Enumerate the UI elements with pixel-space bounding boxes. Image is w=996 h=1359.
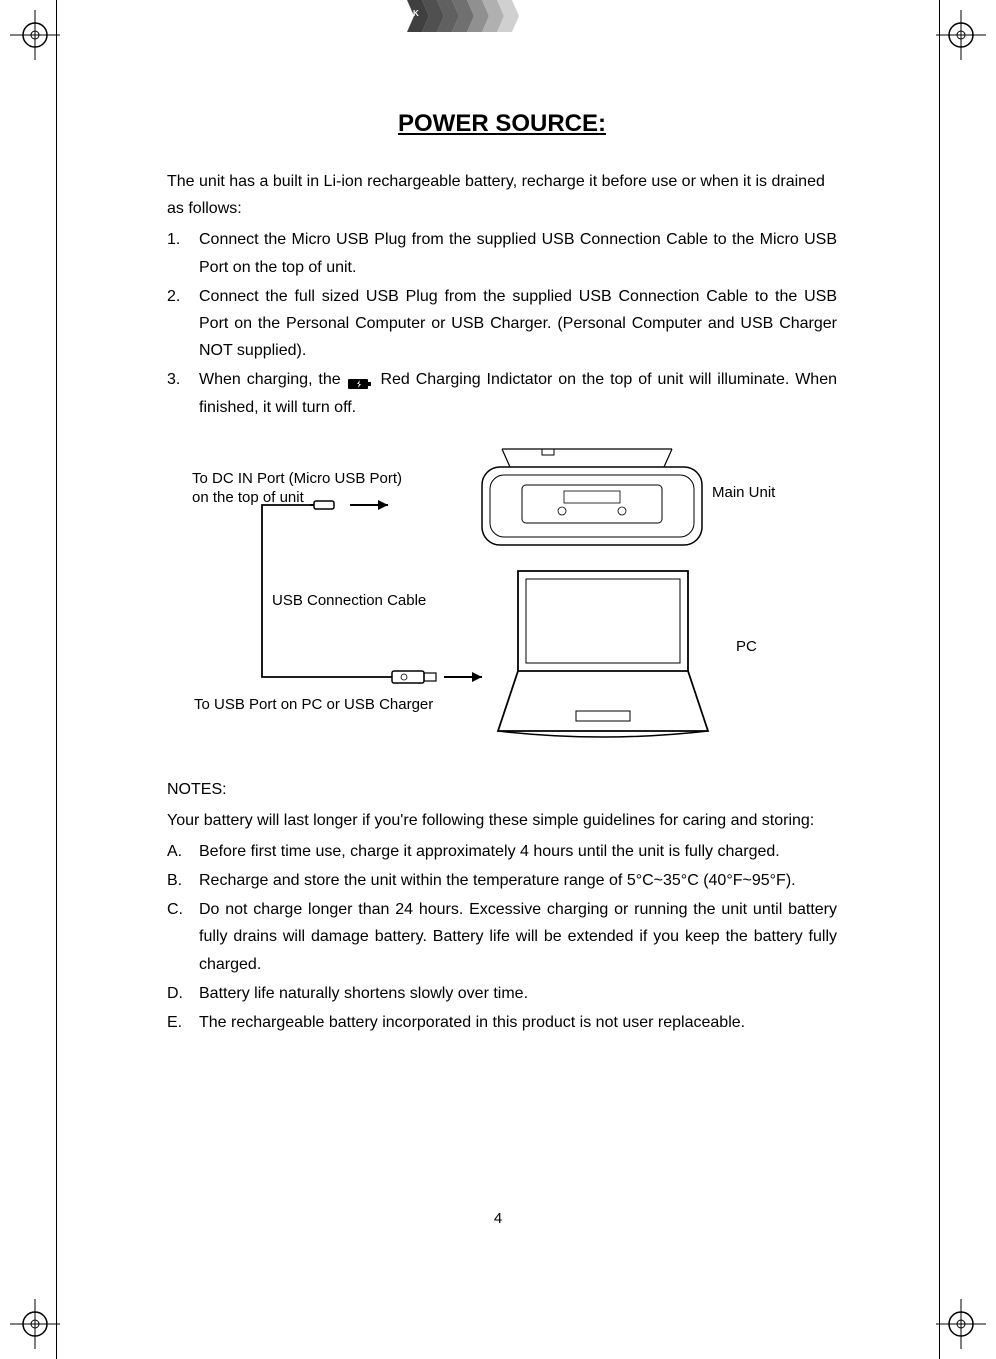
header-chevron-graphic: K xyxy=(407,0,527,32)
note-item: B. Recharge and store the unit within th… xyxy=(167,867,837,894)
step-number: 1. xyxy=(167,226,199,280)
right-trim-line xyxy=(939,0,940,1359)
step-text: Connect the full sized USB Plug from the… xyxy=(199,283,837,365)
crop-mark-br xyxy=(936,1299,986,1349)
main-unit-label: Main Unit xyxy=(712,483,775,503)
connection-diagram: To DC IN Port (Micro USB Port) on the to… xyxy=(182,441,822,741)
step-text-before: When charging, the xyxy=(199,371,347,388)
crop-mark-bl xyxy=(10,1299,60,1349)
step-item: 1. Connect the Micro USB Plug from the s… xyxy=(167,226,837,280)
page-title: POWER SOURCE: xyxy=(167,110,837,138)
note-letter: C. xyxy=(167,896,199,978)
note-text: Battery life naturally shortens slowly o… xyxy=(199,980,837,1007)
notes-list: A. Before first time use, charge it appr… xyxy=(167,838,837,1036)
notes-intro: Your battery will last longer if you're … xyxy=(167,807,837,834)
note-text: Do not charge longer than 24 hours. Exce… xyxy=(199,896,837,978)
svg-text:K: K xyxy=(413,9,419,18)
note-letter: A. xyxy=(167,838,199,865)
note-letter: E. xyxy=(167,1009,199,1036)
crop-mark-tl xyxy=(10,10,60,60)
page-number: 4 xyxy=(0,1210,996,1227)
step-item: 2. Connect the full sized USB Plug from … xyxy=(167,283,837,365)
step-item: 3. When charging, the Red Charging Indic… xyxy=(167,366,837,420)
crop-mark-tr xyxy=(936,10,986,60)
note-text: Before first time use, charge it approxi… xyxy=(199,838,837,865)
note-text: The rechargeable battery incorporated in… xyxy=(199,1009,837,1036)
notes-heading: NOTES: xyxy=(167,781,837,799)
step-text: Connect the Micro USB Plug from the supp… xyxy=(199,226,837,280)
note-item: E. The rechargeable battery incorporated… xyxy=(167,1009,837,1036)
usb-cable-label: USB Connection Cable xyxy=(272,591,426,611)
intro-paragraph: The unit has a built in Li-ion rechargea… xyxy=(167,168,837,222)
note-item: C. Do not charge longer than 24 hours. E… xyxy=(167,896,837,978)
step-number: 2. xyxy=(167,283,199,365)
note-letter: D. xyxy=(167,980,199,1007)
dc-in-label: To DC IN Port (Micro USB Port) on the to… xyxy=(192,469,442,508)
left-trim-line xyxy=(56,0,57,1359)
note-item: A. Before first time use, charge it appr… xyxy=(167,838,837,865)
step-text: When charging, the Red Charging Indictat… xyxy=(199,366,837,420)
step-number: 3. xyxy=(167,366,199,420)
pc-label: PC xyxy=(736,637,757,657)
note-letter: B. xyxy=(167,867,199,894)
charging-indicator-icon xyxy=(347,373,375,387)
page-content: POWER SOURCE: The unit has a built in Li… xyxy=(167,110,837,1038)
note-text: Recharge and store the unit within the t… xyxy=(199,867,837,894)
steps-list: 1. Connect the Micro USB Plug from the s… xyxy=(167,226,837,420)
note-item: D. Battery life naturally shortens slowl… xyxy=(167,980,837,1007)
to-usb-port-label: To USB Port on PC or USB Charger xyxy=(194,695,433,715)
